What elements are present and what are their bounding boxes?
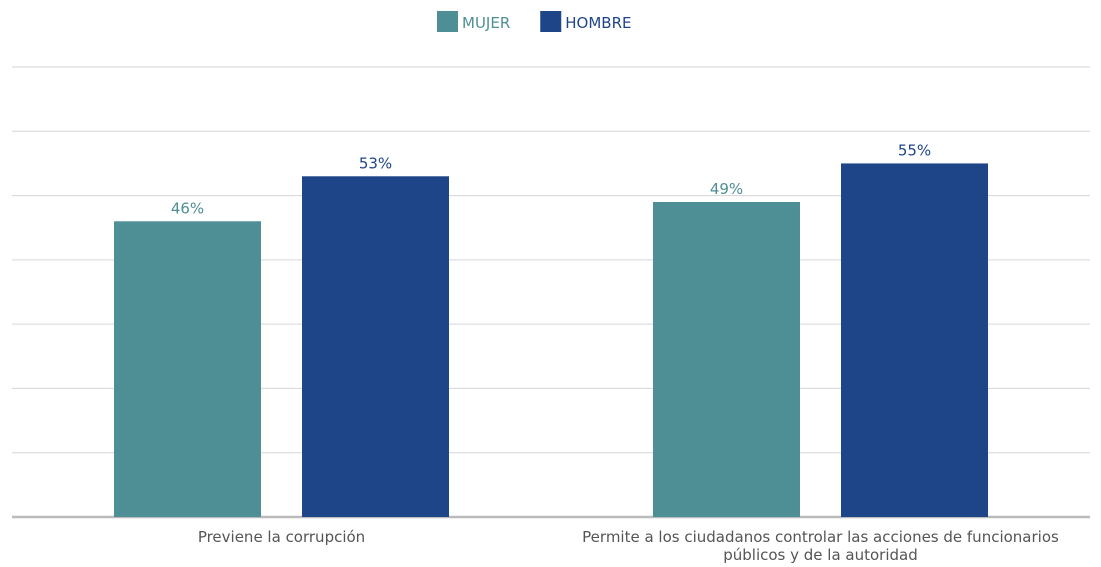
bar bbox=[653, 202, 800, 517]
data-label: 49% bbox=[710, 180, 743, 198]
x-tick-label: Permite a los ciudadanos controlar las a… bbox=[582, 528, 1059, 564]
x-tick-label: Previene la corrupción bbox=[197, 528, 366, 546]
data-label: 53% bbox=[359, 154, 392, 172]
bar bbox=[841, 163, 988, 517]
legend-label: MUJER bbox=[462, 14, 510, 32]
data-label: 46% bbox=[171, 199, 204, 217]
bar bbox=[302, 176, 449, 518]
legend-swatch bbox=[437, 11, 458, 32]
legend-swatch bbox=[540, 11, 562, 32]
bar bbox=[114, 221, 261, 518]
data-label: 55% bbox=[898, 141, 931, 159]
legend-label: HOMBRE bbox=[565, 14, 631, 32]
